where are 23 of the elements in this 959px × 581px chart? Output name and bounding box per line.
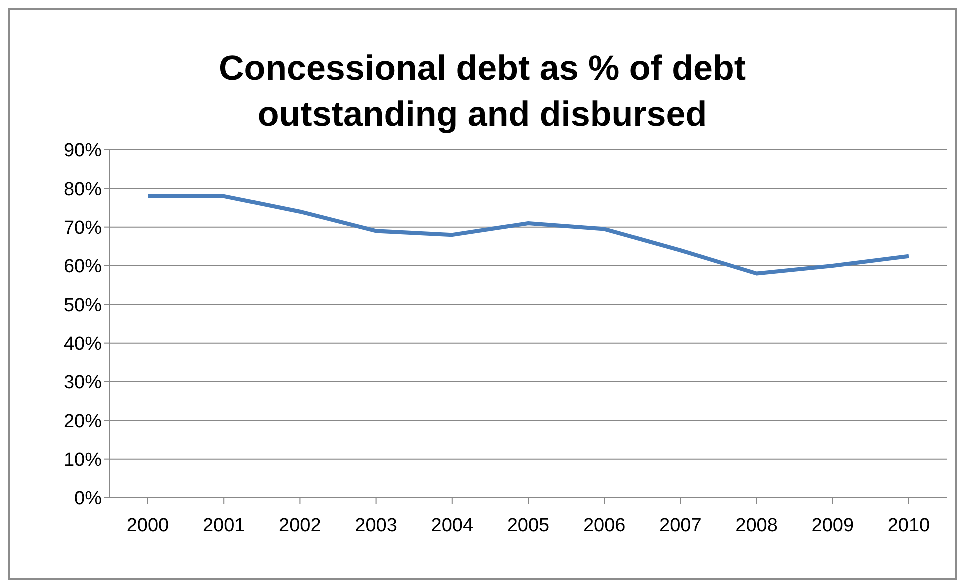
x-tick-label: 2000: [126, 515, 170, 536]
y-tick-label: 0%: [74, 488, 102, 510]
x-tick-label: 2003: [355, 515, 398, 536]
x-tick-label: 2002: [279, 515, 322, 536]
y-tick-label: 80%: [64, 179, 102, 200]
y-tick-label: 70%: [64, 218, 102, 240]
x-tick-label: 2004: [431, 515, 474, 536]
y-tick-label: 50%: [64, 295, 102, 316]
line-series: [146, 194, 911, 276]
chart-title: Concessional debt as % of debt outstanding and disbursed: [218, 48, 748, 136]
y-tick-label: 40%: [64, 334, 102, 356]
y-tick-label: 20%: [64, 411, 102, 432]
x-tick-label: 2010: [888, 515, 930, 536]
x-tick-label: 2005: [507, 515, 550, 536]
y-tick-label: 90%: [64, 140, 102, 162]
x-tick-label: 2009: [812, 515, 854, 536]
x-tick-label: 2001: [202, 515, 246, 536]
y-tick-label: 10%: [64, 450, 102, 472]
x-tick-label: 2007: [660, 515, 702, 536]
y-tick-label: 60%: [64, 256, 102, 278]
y-tick-label: 30%: [64, 372, 102, 394]
x-tick-label: 2008: [736, 515, 778, 536]
x-tick-label: 2006: [583, 515, 626, 536]
